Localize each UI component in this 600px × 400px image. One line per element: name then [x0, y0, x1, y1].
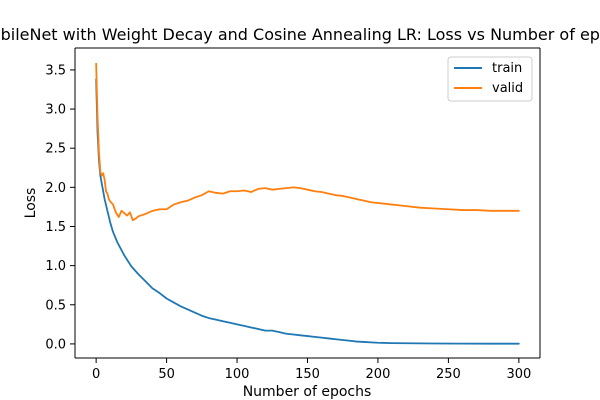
x-tick-label: 150 — [295, 367, 320, 382]
x-tick-label: 200 — [366, 367, 391, 382]
x-tick-label: 50 — [158, 367, 175, 382]
legend: train valid — [447, 56, 533, 102]
legend-label-valid: valid — [492, 81, 523, 96]
y-ticks: 0.0 0.5 1.0 1.5 2.0 2.5 3.0 3.5 — [45, 63, 75, 352]
y-tick-label: 0.5 — [45, 298, 66, 313]
y-tick-label: 2.0 — [45, 181, 66, 196]
series-line-train — [95, 78, 520, 345]
x-tick-label: 300 — [506, 367, 531, 382]
x-tick-label: 100 — [225, 367, 250, 382]
plot-axes — [74, 47, 541, 359]
series-line-valid — [95, 62, 520, 222]
y-tick-label: 0.0 — [45, 337, 66, 352]
chart-title: MobileNet with Weight Decay and Cosine A… — [0, 25, 600, 44]
y-tick-label: 2.5 — [45, 142, 66, 157]
legend-label-train: train — [492, 61, 522, 76]
y-tick-label: 1.5 — [45, 220, 66, 235]
x-axis-label: Number of epochs — [243, 384, 372, 400]
x-ticks: 0 50 100 150 200 250 300 — [92, 358, 531, 382]
x-tick-label: 0 — [92, 367, 100, 382]
y-tick-label: 3.0 — [45, 103, 66, 118]
series-lines — [95, 62, 520, 345]
y-axis-label: Loss — [23, 188, 39, 219]
y-tick-label: 1.0 — [45, 259, 66, 274]
y-tick-label: 3.5 — [45, 63, 66, 78]
x-tick-label: 250 — [436, 367, 461, 382]
